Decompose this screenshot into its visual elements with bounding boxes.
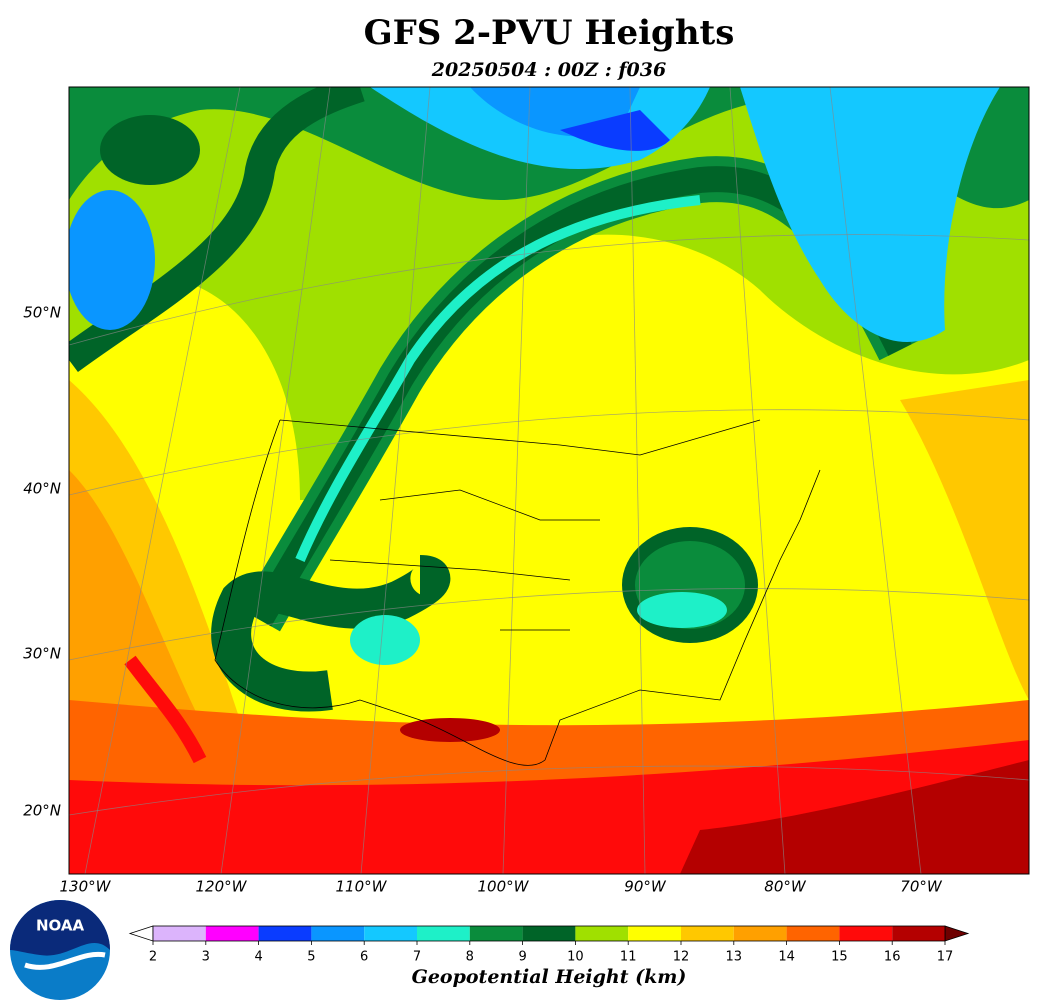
noaa-logo: NOAA <box>10 900 110 1000</box>
logo-text: NOAA <box>36 917 85 935</box>
colorbar-tick-label: 11 <box>620 950 637 965</box>
colorbar-tick-label: 16 <box>884 950 901 965</box>
colorbar-segment <box>522 926 576 941</box>
colorbar-segment <box>575 926 629 941</box>
lon-label: 110°W <box>336 878 388 896</box>
colorbar-tick-label: 3 <box>202 950 210 965</box>
lat-label: 40°N <box>23 480 61 498</box>
colorbar-segment <box>839 926 893 941</box>
colorbar-segment <box>258 926 312 941</box>
colorbar-tick-label: 17 <box>937 950 954 965</box>
lat-label: 30°N <box>23 645 61 663</box>
lon-label: 70°W <box>900 878 943 896</box>
colorbar-under <box>128 925 154 942</box>
colorbar-tick-label: 12 <box>673 950 690 965</box>
colorbar-segment <box>311 926 365 941</box>
lon-label: 90°W <box>624 878 667 896</box>
colorbar-tick-label: 2 <box>149 950 157 965</box>
colorbar-segment <box>628 926 681 941</box>
colorbar-tick-label: 13 <box>726 950 743 965</box>
title: GFS 2-PVU Heights <box>364 13 735 53</box>
map-frame <box>68 86 1030 875</box>
colorbar-tick-label: 6 <box>360 950 368 965</box>
colorbar-frame <box>152 925 946 942</box>
colorbar-segment <box>681 926 734 941</box>
colorbar-segment <box>205 926 259 941</box>
lon-label: 80°W <box>764 878 807 896</box>
colorbar-tick-label: 4 <box>254 950 262 965</box>
colorbar-tick-label: 14 <box>778 950 795 965</box>
colorbar-segment <box>733 926 787 941</box>
colorbar-segment <box>469 926 523 941</box>
lon-label: 120°W <box>196 878 248 896</box>
map-field <box>69 87 1029 874</box>
colorbar-segment <box>892 926 945 941</box>
colorbar-tick-label: 10 <box>567 950 584 965</box>
lat-label: 20°N <box>23 802 61 820</box>
colorbar-tick-label: 7 <box>413 950 421 965</box>
colorbar-tick-label: 8 <box>466 950 474 965</box>
colorbar-label: Geopotential Height (km) <box>412 966 687 988</box>
colorbar-tick-label: 5 <box>307 950 315 965</box>
subtitle: 20250504 : 00Z : f036 <box>431 59 666 81</box>
colorbar-tick-label: 9 <box>518 950 526 965</box>
colorbar-over <box>944 925 970 942</box>
colorbar-segment <box>786 926 840 941</box>
lon-label: 100°W <box>478 878 530 896</box>
colorbar-segment <box>417 926 470 941</box>
lat-label: 50°N <box>23 304 61 322</box>
colorbar: 2 3 4 5 6 7 8 9 10 11 12 13 14 15 16 17 <box>128 925 970 965</box>
colorbar-segment <box>153 926 206 941</box>
colorbar-tick-label: 15 <box>831 950 848 965</box>
colorbar-segment <box>364 926 417 941</box>
lon-label: 130°W <box>60 878 112 896</box>
